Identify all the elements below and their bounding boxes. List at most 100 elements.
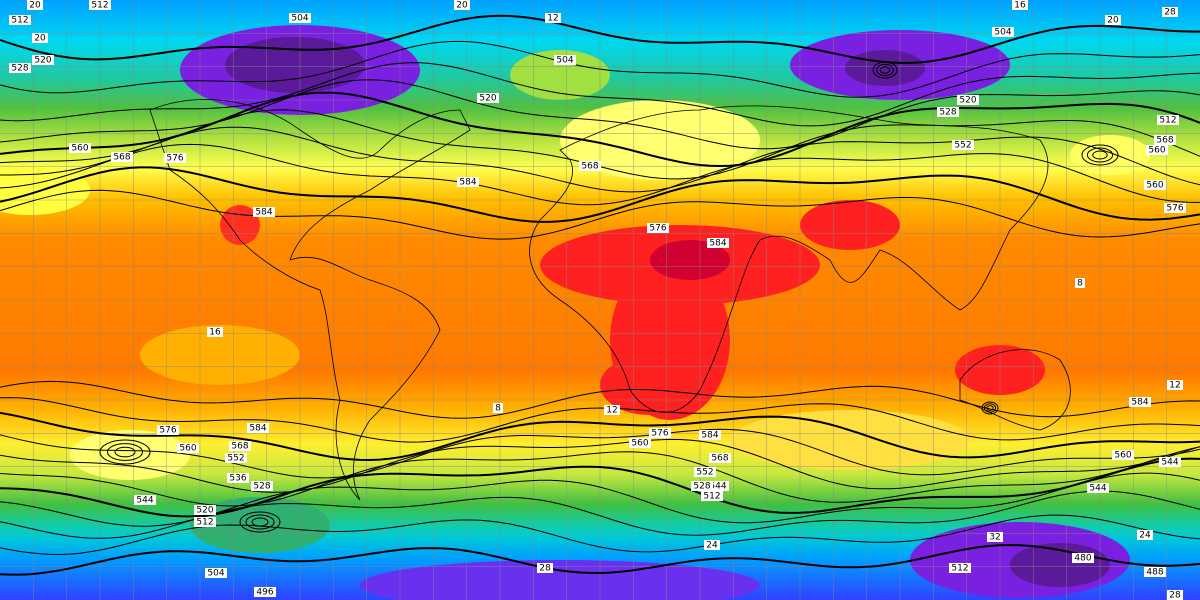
label-box xyxy=(9,63,31,73)
contour xyxy=(0,514,1200,556)
closed-contour xyxy=(1086,147,1114,163)
contour-label: 584 xyxy=(459,178,476,188)
label-box xyxy=(701,491,723,501)
contour-label: 512 xyxy=(1159,116,1176,126)
contour-label: 528 xyxy=(253,482,270,492)
contour-label: 584 xyxy=(249,424,266,434)
contour-label: 584 xyxy=(701,431,718,441)
label-box xyxy=(709,453,731,463)
contour xyxy=(0,446,1200,507)
contour xyxy=(0,143,1200,206)
closed-contour xyxy=(245,514,275,530)
label-box xyxy=(1154,135,1176,145)
contour xyxy=(0,91,1200,168)
contour-label: 536 xyxy=(229,474,246,484)
contour-label: 568 xyxy=(231,442,248,452)
contour-label: 512 xyxy=(951,564,968,574)
label-box xyxy=(493,403,503,413)
contour-label: 560 xyxy=(179,444,196,454)
label-box xyxy=(1137,530,1153,540)
label-box xyxy=(545,13,561,23)
contour-label: 552 xyxy=(696,468,713,478)
label-box xyxy=(194,517,216,527)
label-box xyxy=(649,428,671,438)
contour-label: 520 xyxy=(34,56,51,66)
contour xyxy=(0,14,1200,64)
label-box xyxy=(454,0,470,10)
label-box xyxy=(952,140,974,150)
contour-label: 488 xyxy=(1146,568,1163,578)
contour-label: 12 xyxy=(547,14,558,24)
label-box xyxy=(949,563,971,573)
contour xyxy=(0,62,1200,127)
contour-label: 20 xyxy=(456,1,468,11)
contour-label: 12 xyxy=(606,406,617,416)
closed-contour xyxy=(251,517,269,527)
contour xyxy=(0,543,1200,576)
label-box xyxy=(164,153,186,163)
contour-label: 568 xyxy=(581,162,598,172)
contour-label: 568 xyxy=(113,153,130,163)
contour-label: 28 xyxy=(539,564,551,574)
closed-contour xyxy=(879,66,891,74)
label-box xyxy=(1167,380,1183,390)
contour-label: 544 xyxy=(1161,458,1178,468)
contour-label: 560 xyxy=(631,439,648,449)
label-box xyxy=(647,223,669,233)
label-box xyxy=(254,587,276,597)
contour-label: 528 xyxy=(11,64,28,74)
contour-label: 584 xyxy=(709,239,726,249)
contour-label: 24 xyxy=(1139,531,1151,541)
label-box xyxy=(579,161,601,171)
contour-label: 12 xyxy=(1169,381,1180,391)
label-box xyxy=(247,423,269,433)
label-box xyxy=(1167,590,1183,600)
label-box xyxy=(537,563,553,573)
label-box xyxy=(1159,457,1181,467)
closed-contour xyxy=(107,443,143,461)
contour-label: 552 xyxy=(227,454,244,464)
label-box xyxy=(229,441,251,451)
label-box xyxy=(1075,278,1085,288)
label-box xyxy=(477,93,499,103)
contour-label: 560 xyxy=(71,144,88,154)
label-box xyxy=(1144,567,1166,577)
contour-label: 504 xyxy=(994,28,1011,38)
label-box xyxy=(1164,203,1186,213)
label-box xyxy=(604,405,620,415)
closed-contour xyxy=(99,439,151,465)
contour xyxy=(0,189,1200,240)
label-box xyxy=(251,481,273,491)
contour xyxy=(0,126,1200,193)
contour-label: 584 xyxy=(1131,398,1148,408)
contour-label: 504 xyxy=(291,14,308,24)
label-box xyxy=(1144,180,1166,190)
closed-contour xyxy=(872,61,898,79)
label-box xyxy=(987,532,1003,542)
closed-contour xyxy=(981,401,999,415)
contour-label: 544 xyxy=(1089,484,1106,494)
label-box xyxy=(1162,7,1178,17)
closed-contour xyxy=(114,446,136,458)
contour-label: 504 xyxy=(556,56,573,66)
coastlines xyxy=(149,99,1071,501)
label-box xyxy=(205,568,227,578)
label-box xyxy=(32,55,54,65)
closed-contour xyxy=(239,511,281,533)
contour-label: 520 xyxy=(196,506,213,516)
contour-label: 576 xyxy=(166,154,183,164)
contour-label: 528 xyxy=(939,108,956,118)
contour xyxy=(0,397,1200,443)
contour xyxy=(0,380,1200,419)
contour-label: 32 xyxy=(989,533,1000,543)
contour-label: 560 xyxy=(1114,451,1131,461)
contour xyxy=(0,457,1200,518)
contour-label: 512 xyxy=(11,16,28,26)
label-box xyxy=(1146,145,1168,155)
label-box xyxy=(1087,483,1109,493)
contour-label: 560 xyxy=(1148,146,1165,156)
label-box xyxy=(554,55,576,65)
contour-label: 544 xyxy=(709,482,726,492)
